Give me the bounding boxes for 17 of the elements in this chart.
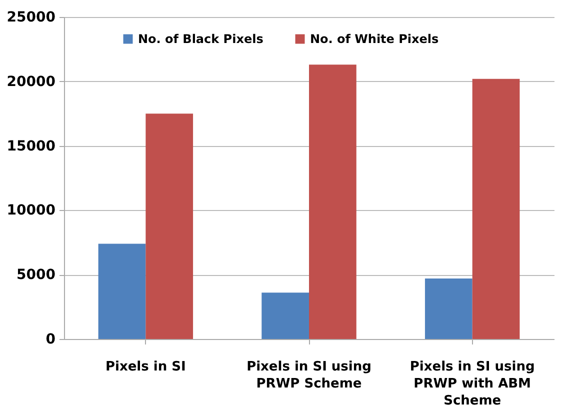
legend-label: No. of Black Pixels [138,32,264,46]
bar [98,244,146,339]
bar [262,292,309,339]
bar [146,114,194,339]
bar [309,64,356,339]
legend-label: No. of White Pixels [310,32,439,46]
y-tick-label: 10000 [6,202,56,219]
y-tick-label: 15000 [6,138,56,154]
y-tick-label: 25000 [6,10,56,26]
y-tick-label: 5000 [16,267,56,284]
bar [472,78,520,339]
y-tick-label: 0 [46,332,56,348]
x-tick-label: Pixels in SI using PRWP with ABM Scheme [410,360,535,408]
x-tick-label: Pixels in SI using PRWP Scheme [246,360,372,392]
bar [424,278,472,339]
x-tick-label: Pixels in SI [105,360,186,374]
y-tick-label: 20000 [6,74,56,90]
